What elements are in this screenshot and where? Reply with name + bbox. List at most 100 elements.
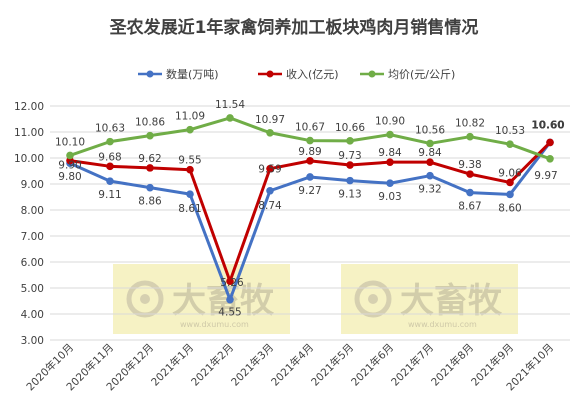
- data-label: 9.11: [98, 189, 121, 201]
- data-label: 10.60: [531, 119, 564, 131]
- data-point: [426, 139, 434, 148]
- data-point: [506, 140, 514, 149]
- y-tick-label: 5.00: [21, 283, 44, 295]
- data-point: [546, 138, 554, 147]
- data-point: [506, 178, 514, 187]
- data-label: 9.38: [458, 159, 481, 171]
- y-tick-label: 4.00: [21, 309, 44, 321]
- data-label: 10.67: [295, 122, 325, 134]
- data-label: 8.86: [138, 196, 162, 208]
- legend-label: 收入(亿元): [286, 67, 339, 81]
- data-point: [146, 164, 154, 172]
- data-label: 11.09: [175, 111, 205, 123]
- data-label: 9.84: [418, 147, 442, 159]
- legend-marker: [368, 70, 376, 78]
- data-point: [226, 114, 234, 122]
- data-point: [146, 131, 154, 140]
- series-lines: [66, 114, 554, 304]
- data-label: 8.74: [258, 200, 282, 212]
- data-point: [426, 158, 434, 166]
- legend-marker: [146, 70, 154, 78]
- data-label: 9.06: [498, 167, 522, 179]
- data-point: [386, 130, 394, 139]
- data-point: [346, 137, 354, 145]
- data-label: 9.03: [378, 191, 401, 203]
- data-label: 9.27: [298, 185, 321, 197]
- data-point: [466, 132, 474, 141]
- data-label: 9.97: [534, 170, 557, 182]
- data-point: [426, 171, 434, 180]
- data-point: [186, 190, 194, 198]
- data-label: 5.26: [220, 277, 244, 289]
- watermark-text: 大畜牧: [400, 281, 503, 321]
- data-point: [306, 173, 314, 181]
- data-point: [306, 157, 314, 165]
- data-point: [346, 176, 354, 185]
- data-label: 10.60: [531, 119, 564, 131]
- data-label: 9.90: [58, 160, 81, 172]
- data-point: [506, 190, 514, 199]
- data-point: [66, 151, 74, 160]
- data-labels: 9.80 9.11 8.86 8.61 4.55 8.74 9.27 9.13 9.03 9.32…: [55, 99, 565, 319]
- data-label: 10.90: [375, 116, 405, 128]
- y-tick-label: 8.00: [21, 205, 44, 217]
- data-label: 9.73: [338, 150, 361, 162]
- data-point: [226, 277, 234, 286]
- data-point: [386, 158, 394, 166]
- y-tick-label: 11.00: [14, 127, 44, 139]
- data-point: [386, 179, 394, 188]
- data-label: 9.84: [378, 147, 402, 159]
- y-tick-label: 9.00: [21, 179, 44, 191]
- data-label: 10.10: [55, 136, 85, 148]
- data-label: 9.80: [58, 171, 81, 183]
- data-label: 9.59: [258, 164, 281, 176]
- data-point: [466, 170, 474, 178]
- data-label: 9.89: [298, 146, 321, 158]
- y-tick-label: 10.00: [14, 153, 44, 165]
- data-label: 8.60: [498, 202, 521, 214]
- y-tick-label: 12.00: [14, 101, 44, 113]
- y-tick-label: 7.00: [21, 231, 44, 243]
- data-point: [546, 154, 554, 163]
- data-label: 10.86: [135, 117, 165, 129]
- data-point: [106, 162, 114, 171]
- data-label: 10.66: [335, 122, 365, 134]
- data-label: 10.63: [95, 123, 125, 135]
- data-label: 9.62: [138, 153, 161, 165]
- watermark-left: 大畜牧 www.dxumu.com: [113, 264, 290, 334]
- data-label: 10.53: [495, 125, 525, 137]
- data-point: [266, 164, 274, 173]
- data-point: [226, 295, 234, 304]
- legend-marker: [266, 70, 274, 78]
- data-label: 9.32: [418, 184, 441, 196]
- gridlines: [50, 105, 570, 341]
- data-point: [106, 137, 114, 146]
- data-label: 10.56: [415, 124, 445, 136]
- data-point: [346, 161, 354, 169]
- data-label: 9.55: [178, 155, 201, 167]
- data-label: 10.97: [255, 114, 285, 126]
- data-label: 4.55: [218, 307, 241, 319]
- y-tick-label: 3.00: [21, 335, 44, 347]
- data-point: [266, 186, 274, 195]
- watermark-right: 大畜牧 www.dxumu.com: [341, 264, 518, 334]
- data-point: [306, 136, 314, 145]
- data-point: [186, 125, 194, 134]
- watermark-url: www.dxumu.com: [408, 320, 477, 329]
- data-point: [266, 128, 274, 137]
- data-label: 9.68: [98, 151, 121, 163]
- data-point: [466, 188, 474, 197]
- data-label: 8.61: [178, 203, 201, 215]
- y-axis: 3.00 4.00 5.00 6.00 7.00 8.00 9.00 10.00 11.00 12…: [14, 101, 44, 347]
- data-point: [66, 156, 74, 165]
- watermark-url: www.dxumu.com: [180, 320, 249, 329]
- y-tick-label: 6.00: [21, 257, 44, 269]
- chart-title: 圣农发展近1年家禽饲养加工板块鸡肉月销售情况: [110, 17, 479, 38]
- data-label: 11.54: [215, 99, 245, 111]
- data-point: [186, 165, 194, 174]
- legend: 数量(万吨) 收入(亿元) 均价(元/公斤): [138, 67, 455, 81]
- data-point: [106, 177, 114, 185]
- data-label: 9.13: [338, 189, 361, 201]
- data-label: 10.82: [455, 118, 485, 130]
- legend-label: 数量(万吨): [166, 68, 219, 81]
